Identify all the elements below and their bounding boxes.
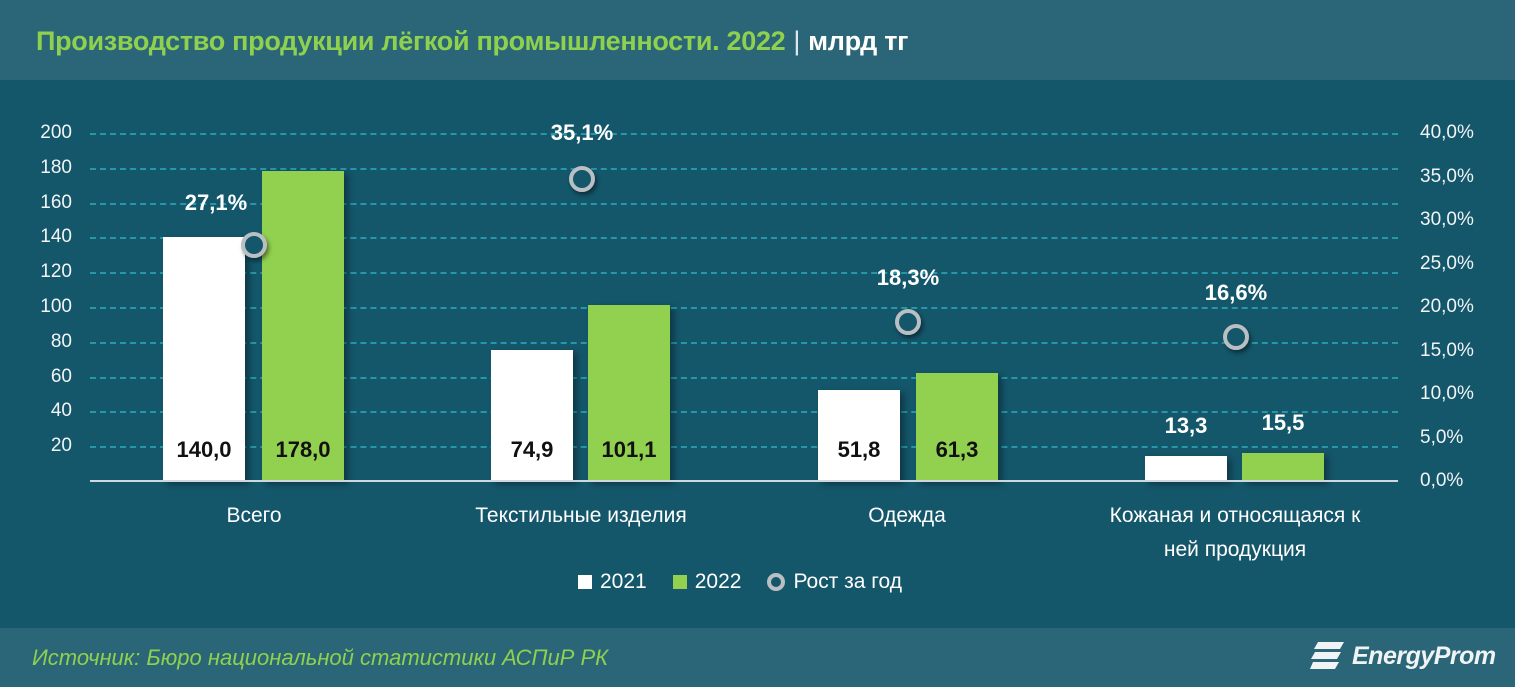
category-label-leather-line2: ней продукция: [1163, 538, 1307, 561]
bar-2022-textiles: [588, 305, 670, 481]
legend-label-2022: 2022: [694, 570, 742, 593]
gridline: [90, 272, 1398, 274]
y-tick-right: 20,0%: [1420, 296, 1474, 317]
y-tick-left: 200: [40, 122, 72, 143]
source-note: Источник: Бюро национальной статистики А…: [32, 645, 609, 670]
chart-footer: Источник: Бюро национальной статистики А…: [0, 628, 1515, 687]
y-tick-left: 140: [40, 226, 72, 247]
growth-marker-leather: [1223, 324, 1249, 350]
gridline: [90, 203, 1398, 205]
growth-marker-textiles: [569, 166, 595, 192]
legend-item-growth: Рост за год: [767, 570, 902, 594]
growth-label-clothing: 18,3%: [876, 265, 940, 290]
value-label-2021-textiles: 74,9: [510, 437, 554, 462]
legend-swatch-2022-icon: [672, 575, 687, 589]
value-label-2021-leather: 13,3: [1164, 413, 1208, 438]
y-tick-left: 80: [50, 331, 72, 352]
gridline: [90, 133, 1398, 135]
chart-title-main: Производство продукции лёгкой промышленн…: [36, 26, 786, 56]
y-tick-right: 25,0%: [1420, 253, 1474, 274]
legend-label-growth: Рост за год: [793, 570, 902, 593]
growth-label-total: 27,1%: [184, 190, 248, 215]
bar-2022-clothing: [916, 373, 998, 481]
y-tick-left: 40: [50, 400, 72, 421]
growth-label-leather: 16,6%: [1204, 280, 1268, 305]
y-tick-left: 120: [40, 261, 72, 282]
title-separator: |: [793, 26, 801, 56]
chart-unit: млрд тг: [808, 26, 909, 56]
bar-2021-total: [163, 237, 245, 481]
y-tick-right: 10,0%: [1420, 383, 1474, 404]
growth-label-textiles: 35,1%: [550, 120, 614, 145]
gridline: [90, 168, 1398, 170]
x-axis-baseline: [90, 480, 1398, 482]
category-label-clothing: Одежда: [868, 504, 946, 527]
value-label-2022-textiles: 101,1: [601, 437, 657, 462]
value-label-2022-clothing: 61,3: [935, 437, 979, 462]
gridline: [90, 342, 1398, 344]
bar-2021-leather: [1145, 456, 1227, 481]
y-tick-left: 160: [40, 192, 72, 213]
bar-2021-clothing: [818, 390, 900, 481]
value-label-2022-total: 178,0: [275, 437, 331, 462]
growth-marker-clothing: [895, 309, 921, 335]
y-tick-right: 5,0%: [1420, 427, 1464, 448]
bar-2021-textiles: [491, 350, 573, 481]
legend-swatch-2021-icon: [578, 575, 592, 589]
legend-label-2021: 2021: [600, 570, 647, 593]
category-label-leather-line1: Кожаная и относящаяся к: [1109, 504, 1361, 527]
gridline: [90, 411, 1398, 413]
category-label-total: Всего: [226, 504, 282, 527]
energyprom-logo-icon: [1310, 642, 1344, 669]
plot-area: 200 180 160 140 120 100 80 60 40 20 40,0…: [0, 80, 1515, 625]
gridline: [90, 446, 1398, 448]
y-tick-right: 0,0%: [1420, 470, 1464, 491]
gridline: [90, 307, 1398, 309]
legend-item-2021: 2021: [578, 570, 647, 594]
bar-2022-total: [262, 171, 344, 481]
y-tick-left: 180: [40, 157, 72, 178]
value-label-2021-clothing: 51,8: [837, 437, 881, 462]
y-tick-right: 30,0%: [1420, 209, 1474, 230]
category-label-textiles: Текстильные изделия: [475, 504, 687, 527]
y-tick-left: 100: [40, 296, 72, 317]
y-tick-right: 15,0%: [1420, 340, 1474, 361]
growth-marker-total: [241, 232, 267, 258]
chart-legend: 2021 2022 Рост за год: [578, 568, 928, 596]
value-label-2021-total: 140,0: [176, 437, 232, 462]
y-tick-left: 20: [50, 435, 72, 456]
value-label-2022-leather: 15,5: [1261, 410, 1305, 435]
gridline: [90, 237, 1398, 239]
y-tick-left: 60: [50, 366, 72, 387]
bar-2022-leather: [1242, 453, 1324, 481]
y-tick-right: 40,0%: [1420, 122, 1474, 143]
chart-title: Производство продукции лёгкой промышленн…: [36, 26, 908, 57]
y-tick-right: 35,0%: [1420, 166, 1474, 187]
energyprom-logo: EnergyProm: [1310, 640, 1496, 672]
gridline: [90, 377, 1398, 379]
legend-ring-icon: [767, 573, 786, 591]
chart-header: Производство продукции лёгкой промышленн…: [0, 0, 1515, 80]
logo-text: EnergyProm: [1352, 641, 1496, 670]
legend-item-2022: 2022: [672, 570, 742, 594]
